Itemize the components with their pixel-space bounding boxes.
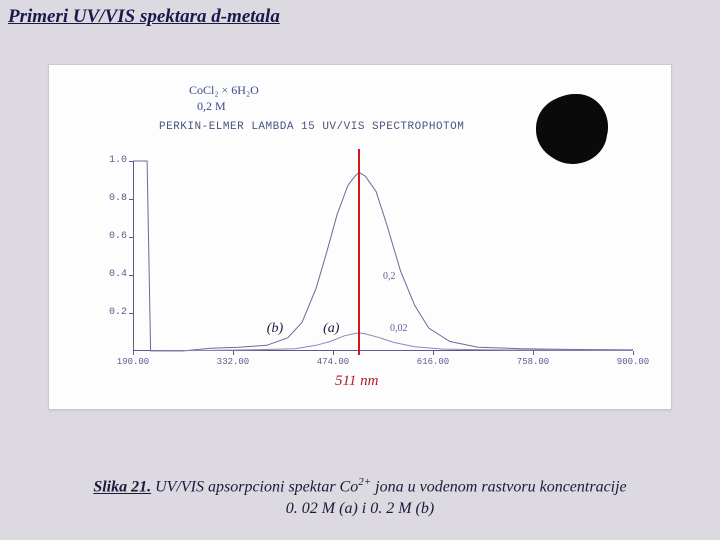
handwritten-formula: CoCl₂ × 6H₂O: [189, 83, 259, 98]
page-title: Primeri UV/VIS spektara d-metala: [8, 6, 280, 28]
peak-marker-line: [358, 149, 360, 355]
handwritten-anno-2: 0,02: [390, 323, 408, 334]
handwritten-concentration: 0,2 M: [197, 99, 226, 114]
curve-b-label: (b): [267, 321, 283, 337]
caption-superscript: 2+: [358, 476, 371, 488]
x-tick-label: 332.00: [217, 357, 249, 367]
handwritten-anno-1: 0,2: [383, 271, 396, 282]
y-tick-label: 0.6: [97, 231, 127, 242]
curve-a-label: (a): [323, 321, 339, 337]
x-tick-mark: [533, 351, 534, 355]
spectrum-chart-panel: CoCl₂ × 6H₂O 0,2 M PERKIN-ELMER LAMBDA 1…: [48, 64, 672, 410]
caption-text-1: UV/VIS apsorpcioni spektar Co: [151, 479, 358, 496]
caption-figure-number: Slika 21.: [93, 479, 151, 496]
x-tick-mark: [633, 351, 634, 355]
instrument-label: PERKIN-ELMER LAMBDA 15 UV/VIS SPECTROPHO…: [159, 121, 464, 133]
x-tick-mark: [433, 351, 434, 355]
x-tick-label: 474.00: [317, 357, 349, 367]
y-tick-label: 1.0: [97, 155, 127, 166]
y-tick-mark: [129, 275, 133, 276]
y-tick-mark: [129, 199, 133, 200]
plot-area: (b) (a) 0,2 0,02 0.20.40.60.81.0190.0033…: [133, 161, 633, 351]
peak-wavelength-label: 511 nm: [335, 373, 378, 390]
y-tick-mark: [129, 237, 133, 238]
x-tick-mark: [233, 351, 234, 355]
caption-text-2: jona u vodenom rastvoru koncentracije: [371, 479, 627, 496]
y-tick-label: 0.8: [97, 193, 127, 204]
x-tick-mark: [133, 351, 134, 355]
x-tick-mark: [333, 351, 334, 355]
x-tick-label: 758.00: [517, 357, 549, 367]
spectrum-curves: [133, 161, 633, 351]
figure-caption: Slika 21. UV/VIS apsorpcioni spektar Co2…: [0, 475, 720, 520]
y-tick-mark: [129, 161, 133, 162]
x-tick-label: 190.00: [117, 357, 149, 367]
y-tick-mark: [129, 313, 133, 314]
x-tick-label: 616.00: [417, 357, 449, 367]
caption-line-2: 0. 02 M (a) i 0. 2 M (b): [286, 500, 434, 517]
y-tick-label: 0.2: [97, 307, 127, 318]
ink-blot: [539, 95, 605, 159]
y-tick-label: 0.4: [97, 269, 127, 280]
x-tick-label: 900.00: [617, 357, 649, 367]
